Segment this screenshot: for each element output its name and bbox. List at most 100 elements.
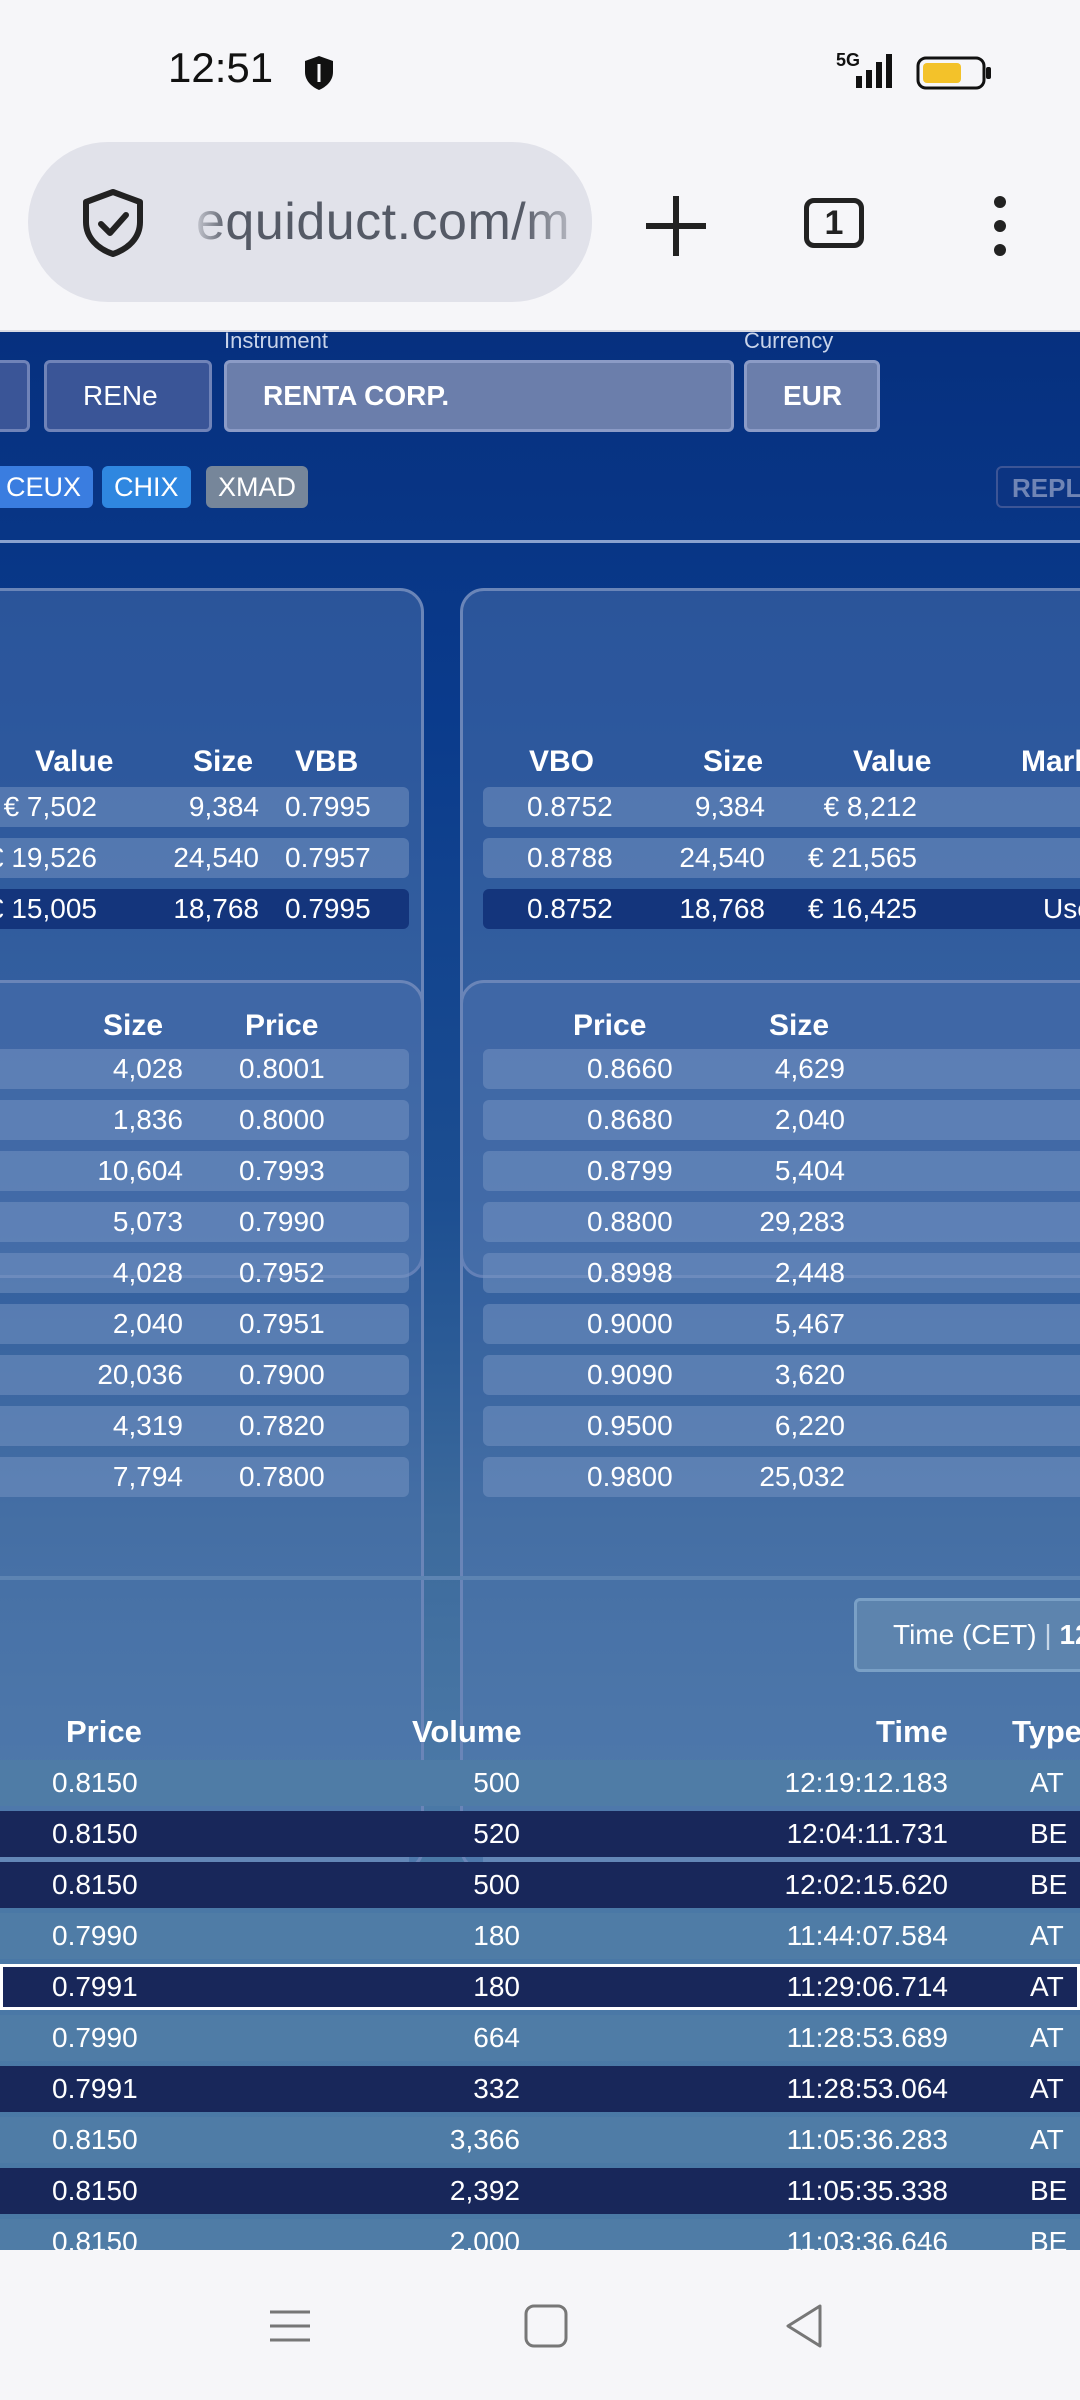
network-type: 5G <box>836 50 860 70</box>
trade-row[interactable]: 0.8150 2,000 11:03:36.646 BE <box>0 2219 1080 2250</box>
address-bar[interactable]: equiduct.com/m <box>28 142 592 302</box>
bid-size: 20,036 <box>97 1359 183 1390</box>
ask-size: 5,404 <box>774 1155 845 1186</box>
more-vert-icon[interactable] <box>960 186 1040 266</box>
repl-button[interactable]: REPL <box>996 466 1080 508</box>
bid-size: 7,794 <box>112 1461 183 1492</box>
trade-type: AT <box>1030 1767 1064 1798</box>
vbb-row-selected[interactable]: € 15,005 18,768 0.7995 <box>0 889 409 929</box>
trade-price: 0.8150 <box>52 2175 138 2206</box>
trade-price: 0.8150 <box>52 2124 138 2155</box>
signal-icon: 5G <box>836 50 892 88</box>
tab-switcher-icon[interactable]: 1 <box>804 198 864 248</box>
ask-price: 0.8998 <box>587 1257 673 1288</box>
vbb-header-value: Value <box>35 745 114 778</box>
trade-time: 12:04:11.731 <box>786 1818 948 1849</box>
trade-row[interactable]: 0.8150 500 12:19:12.183 AT <box>0 1760 1080 1806</box>
ask-row[interactable]: 0.8660 4,629 <box>483 1049 1080 1089</box>
trade-price: 0.8150 <box>52 1767 138 1798</box>
trade-row[interactable]: 0.7990 664 11:28:53.689 AT <box>0 2015 1080 2061</box>
vbo-header-value: Value <box>853 745 932 778</box>
instrument-field[interactable]: RENTA CORP. <box>224 360 734 432</box>
trade-type: AT <box>1030 1971 1064 2002</box>
trade-row[interactable]: 0.8150 2,392 11:05:35.338 BE <box>0 2168 1080 2214</box>
trade-type: BE <box>1030 1869 1068 1900</box>
menu-icon[interactable] <box>262 2298 318 2354</box>
back-icon[interactable] <box>776 2298 832 2354</box>
ask-row[interactable]: 0.9090 3,620 <box>483 1355 1080 1395</box>
ask-price: 0.8800 <box>587 1206 673 1237</box>
trade-price: 0.7990 <box>52 1920 138 1951</box>
ask-header-price: Price <box>573 1009 647 1042</box>
currency-field[interactable]: EUR <box>744 360 880 432</box>
ask-row[interactable]: 0.8998 2,448 <box>483 1253 1080 1293</box>
ask-price: 0.9090 <box>587 1359 673 1390</box>
bid-price: 0.7800 <box>239 1461 325 1492</box>
trade-volume: 500 <box>473 1767 520 1798</box>
divider <box>0 540 1080 543</box>
ask-row[interactable]: 0.8800 29,283 <box>483 1202 1080 1242</box>
trade-price: 0.8150 <box>52 2226 138 2250</box>
ask-row[interactable]: 0.8799 5,404 <box>483 1151 1080 1191</box>
bid-row[interactable]: 4,319 0.7820 <box>0 1406 409 1446</box>
ask-row[interactable]: 0.9500 6,220 <box>483 1406 1080 1446</box>
bid-row[interactable]: 7,794 0.7800 <box>0 1457 409 1497</box>
trade-volume: 664 <box>473 2022 520 2053</box>
trade-time: 11:28:53.689 <box>786 2022 948 2053</box>
vbo-row[interactable]: 0.8788 24,540 € 21,565 <box>483 838 1080 878</box>
url-text[interactable]: equiduct.com/m <box>196 193 571 251</box>
trade-time: 11:28:53.064 <box>786 2073 948 2104</box>
security-check-icon[interactable] <box>76 186 150 260</box>
symbol-field[interactable]: RENe <box>44 360 212 432</box>
bid-row[interactable]: 10,604 0.7993 <box>0 1151 409 1191</box>
ask-row[interactable]: 0.9800 25,032 <box>483 1457 1080 1497</box>
trade-price: 0.7991 <box>52 1971 138 2002</box>
trade-time: 11:03:36.646 <box>786 2226 948 2250</box>
bid-row[interactable]: 4,028 0.8001 <box>0 1049 409 1089</box>
trade-row[interactable]: 0.8150 3,366 11:05:36.283 AT <box>0 2117 1080 2163</box>
trade-row[interactable]: 0.7991 180 11:29:06.714 AT <box>0 1964 1080 2010</box>
trade-type: AT <box>1030 2022 1064 2053</box>
vbo-row[interactable]: 0.8752 9,384 € 8,212 <box>483 787 1080 827</box>
trade-row[interactable]: 0.7990 180 11:44:07.584 AT <box>0 1913 1080 1959</box>
vbb-row[interactable]: € 7,502 9,384 0.7995 <box>0 787 409 827</box>
bid-size: 10,604 <box>97 1155 183 1186</box>
venue-tag-xmad[interactable]: XMAD <box>206 466 309 508</box>
trade-volume: 180 <box>473 1971 520 2002</box>
bid-row[interactable]: 5,073 0.7990 <box>0 1202 409 1242</box>
ask-size: 2,448 <box>774 1257 845 1288</box>
home-icon[interactable] <box>518 2298 574 2354</box>
bid-row[interactable]: 4,028 0.7952 <box>0 1253 409 1293</box>
bid-size: 4,028 <box>112 1053 183 1084</box>
time-filter-button[interactable]: Time (CET) | 12 <box>854 1598 1080 1672</box>
status-time: 12:51 <box>168 44 274 91</box>
ask-row[interactable]: 0.8680 2,040 <box>483 1100 1080 1140</box>
bid-row[interactable]: 1,836 0.8000 <box>0 1100 409 1140</box>
bid-size: 5,073 <box>112 1206 183 1237</box>
ask-size: 6,220 <box>774 1410 845 1441</box>
bid-row[interactable]: 2,040 0.7951 <box>0 1304 409 1344</box>
trade-type: BE <box>1030 1818 1068 1849</box>
vbo-header-size: Size <box>703 745 764 778</box>
trade-volume: 332 <box>473 2073 520 2104</box>
trade-type: AT <box>1030 2124 1064 2155</box>
bid-row[interactable]: 20,036 0.7900 <box>0 1355 409 1395</box>
vbb-row[interactable]: € 19,526 24,540 0.7957 <box>0 838 409 878</box>
venue-tag-chix[interactable]: CHIX <box>102 466 191 508</box>
market-field[interactable] <box>0 360 30 432</box>
trade-price: 0.7990 <box>52 2022 138 2053</box>
bid-size: 1,836 <box>112 1104 183 1135</box>
browser-toolbar: equiduct.com/m 1 <box>0 140 1080 332</box>
trade-volume: 3,366 <box>449 2124 520 2155</box>
trade-row[interactable]: 0.7991 332 11:28:53.064 AT <box>0 2066 1080 2112</box>
vbo-header-vbo: VBO <box>529 745 595 778</box>
trade-row[interactable]: 0.8150 520 12:04:11.731 BE <box>0 1811 1080 1857</box>
ask-row[interactable]: 0.9000 5,467 <box>483 1304 1080 1344</box>
plus-icon[interactable] <box>636 186 716 266</box>
trade-volume: 520 <box>473 1818 520 1849</box>
trades-header-type: Type <box>1012 1714 1080 1749</box>
vbo-row-selected[interactable]: 0.8752 18,768 € 16,425 User <box>483 889 1080 929</box>
ask-size: 5,467 <box>774 1308 845 1339</box>
venue-tag-ceux[interactable]: CEUX <box>0 466 94 508</box>
trade-row[interactable]: 0.8150 500 12:02:15.620 BE <box>0 1862 1080 1908</box>
